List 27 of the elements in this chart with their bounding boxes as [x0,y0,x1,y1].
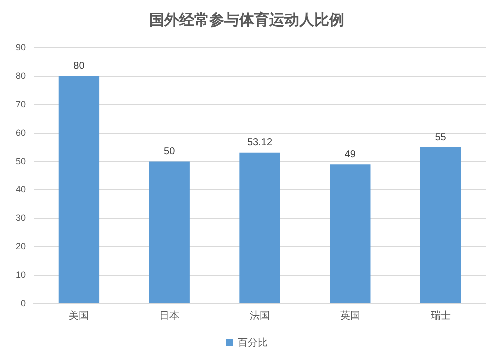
x-tick-label: 日本 [160,310,180,322]
x-tick-label: 法国 [250,310,270,322]
y-tick-label: 0 [20,298,26,308]
x-tick-label: 英国 [340,310,360,322]
bar [58,76,100,304]
y-tick-label: 40 [16,184,26,195]
y-tick-label: 30 [16,213,26,224]
y-tick-label: 20 [16,242,26,252]
bar [330,164,371,304]
data-label: 55 [435,132,447,144]
x-tick-label: 瑞士 [430,310,451,322]
y-tick-label: 50 [16,156,26,166]
bar [420,148,462,304]
x-tick-label: 美国 [69,310,90,322]
data-label: 49 [344,149,356,160]
bar [240,152,280,304]
data-label: 50 [164,146,176,158]
data-label: 80 [74,61,86,72]
y-tick-label: 60 [16,128,26,138]
chart-title: 国外经常参与体育运动人比例 [150,11,344,30]
y-tick-label: 70 [16,99,26,110]
y-tick-label: 10 [16,270,26,280]
y-tick-label: 90 [16,42,26,52]
y-tick-label: 80 [16,70,26,81]
bar [149,162,190,304]
legend-label: 百分比 [238,336,268,349]
data-label: 53.12 [247,138,273,149]
